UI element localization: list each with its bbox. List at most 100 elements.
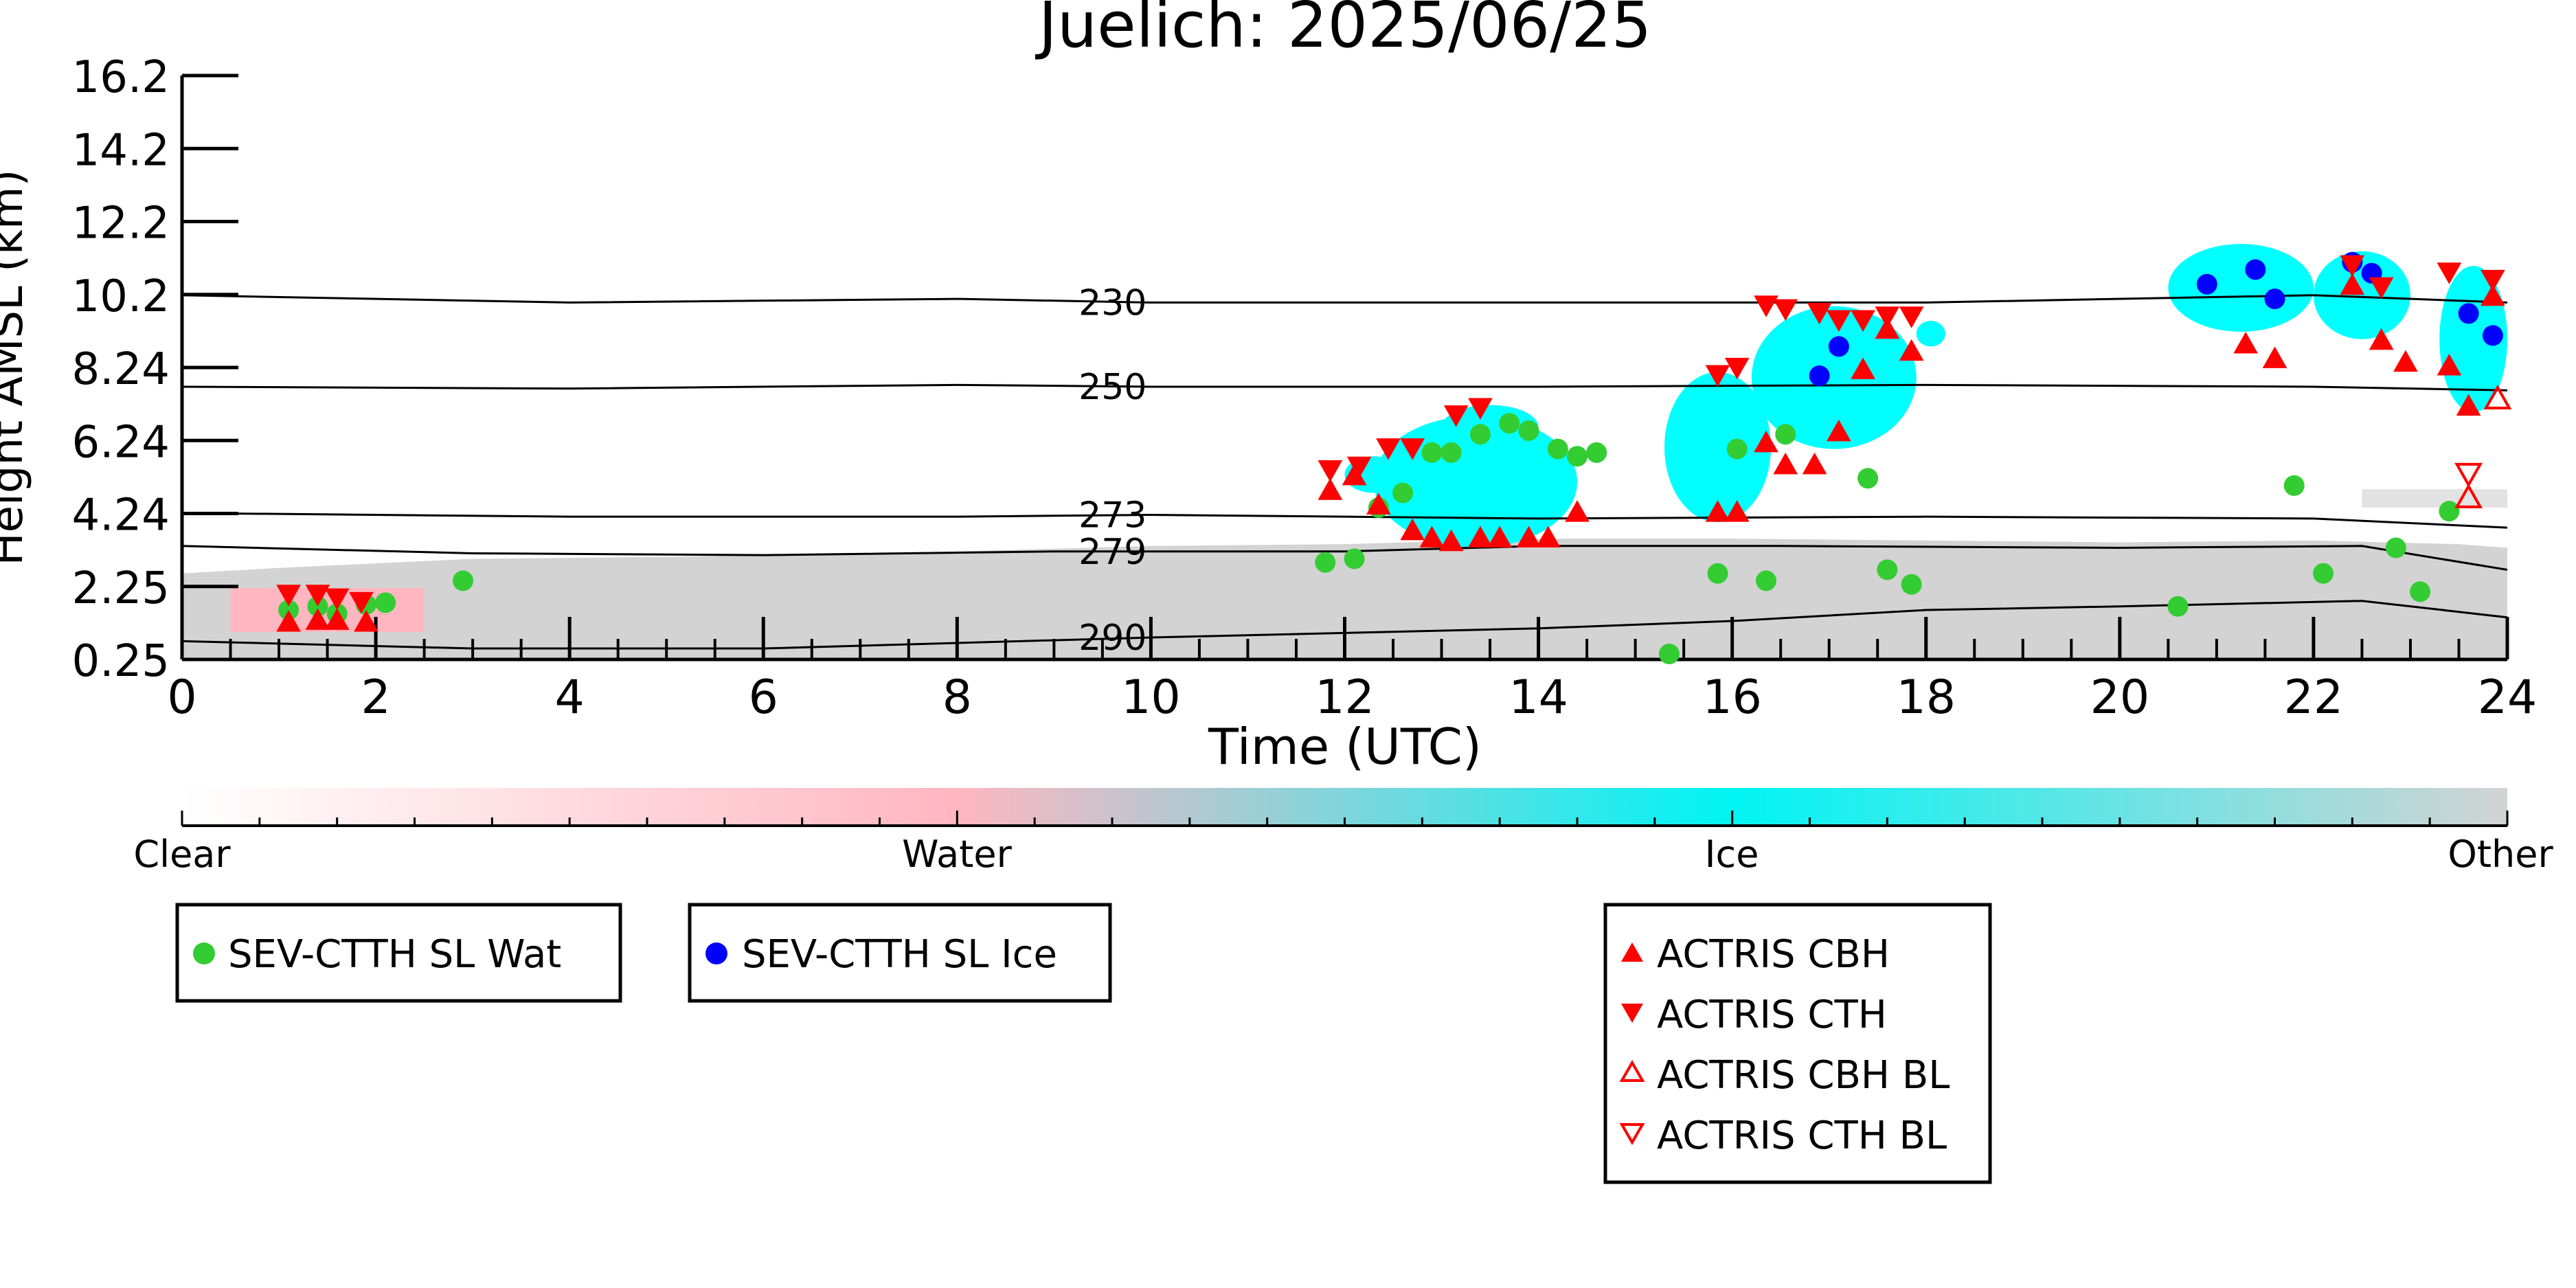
marker-actris-cbh-26 [2340, 273, 2365, 295]
legend-ice-box [688, 903, 1112, 1003]
marker-actris-cbh-0 [276, 610, 302, 632]
marker-sev-ctth-sl-wat-15 [1547, 438, 1568, 460]
y-tick-label-2: 4.24 [72, 490, 170, 541]
marker-actris-cbh-bl-1 [2483, 384, 2512, 409]
marker-sev-ctth-sl-wat-10 [1421, 442, 1443, 463]
marker-sev-ctth-sl-wat-16 [1567, 446, 1588, 467]
marker-actris-cbh-bl-0 [2454, 483, 2483, 508]
isotherm-230 [181, 294, 2508, 304]
marker-sev-ctth-sl-wat-22 [1775, 424, 1796, 445]
marker-actris-cbh-10 [1468, 526, 1493, 547]
marker-actris-cbh-3 [354, 610, 379, 632]
marker-actris-cbh-6 [1366, 493, 1391, 515]
marker-actris-cbh-16 [1724, 500, 1750, 522]
mask-other-upper [2362, 489, 2507, 508]
marker-actris-cth-11 [1807, 302, 1832, 325]
legend-cbh-marker [1621, 942, 1643, 962]
legend-ice: SEV-CTTH SL Ice [688, 903, 1112, 1003]
y-tick-label-1: 2.25 [72, 563, 170, 614]
marker-sev-ctth-sl-wat-31 [2439, 501, 2460, 522]
marker-actris-cth-20 [2369, 277, 2394, 300]
marker-sev-ctth-sl-wat-13 [1499, 413, 1520, 434]
isotherm-label-230: 230 [1078, 282, 1146, 324]
marker-actris-cbh-27 [2369, 328, 2394, 350]
x-tick-label-5: 10 [1121, 670, 1181, 725]
marker-actris-cbh-2 [324, 608, 350, 630]
marker-sev-ctth-sl-ice-3 [2245, 259, 2266, 280]
x-tick-label-7: 14 [1509, 670, 1568, 725]
marker-sev-ctth-sl-wat-18 [1658, 644, 1680, 665]
y-tick-label-4: 8.24 [72, 344, 170, 395]
marker-actris-cth-8 [1443, 405, 1469, 427]
legend-cth-bl-label: ACTRIS CTH BL [1657, 1114, 1947, 1158]
marker-actris-cth-6 [1376, 438, 1401, 460]
marker-actris-cbh-17 [1754, 430, 1778, 453]
marker-sev-ctth-sl-wat-20 [1726, 438, 1748, 460]
marker-actris-cth-17 [1724, 357, 1750, 380]
x-tick-label-3: 6 [749, 670, 778, 725]
marker-actris-cth-14 [1851, 310, 1875, 332]
marker-actris-cth-21 [2437, 262, 2462, 284]
mask-ice-7 [2313, 251, 2410, 339]
marker-actris-cbh-20 [1826, 419, 1851, 442]
marker-actris-cbh-12 [1516, 526, 1541, 547]
marker-sev-ctth-sl-wat-29 [2385, 537, 2406, 558]
legend-ice-marker [705, 942, 727, 964]
marker-actris-cth-15 [1875, 306, 1900, 328]
y-axis-label: Height AMSL (km) [0, 170, 33, 566]
marker-sev-ctth-sl-wat-21 [1756, 570, 1777, 591]
mask-ice-3 [1664, 372, 1772, 523]
y-tick-label-5: 10.2 [72, 271, 170, 322]
marker-sev-ctth-sl-wat-27 [2283, 475, 2305, 496]
marker-sev-ctth-sl-ice-0 [1809, 365, 1830, 386]
marker-actris-cth-19 [2340, 255, 2365, 278]
marker-sev-ctth-sl-wat-17 [1586, 442, 1607, 463]
colorbar-label-ice: Ice [1705, 833, 1759, 876]
marker-sev-ctth-sl-wat-6 [1315, 552, 1336, 573]
isotherm-label-250: 250 [1078, 367, 1146, 408]
marker-actris-cth-1 [305, 585, 330, 607]
legend-cth-label: ACTRIS CTH [1657, 993, 1887, 1037]
marker-actris-cth-0 [276, 585, 302, 607]
legend-actris-box [1603, 903, 1992, 1184]
marker-actris-cbh-21 [1851, 357, 1875, 379]
colorbar-label-other: Other [2448, 833, 2553, 876]
legend-wat: SEV-CTTH SL Wat [175, 903, 622, 1003]
isotherm-273 [181, 512, 2508, 529]
marker-actris-cth-12 [1773, 299, 1798, 321]
marker-actris-cbh-25 [2262, 346, 2287, 368]
isotherm-label-279: 279 [1078, 532, 1146, 573]
marker-sev-ctth-sl-wat-23 [1857, 468, 1879, 489]
x-axis-label: Time (UTC) [1208, 718, 1482, 776]
x-tick-label-12: 24 [2478, 670, 2538, 725]
legend-ice-label: SEV-CTTH SL Ice [742, 932, 1057, 977]
isotherm-label-290: 290 [1078, 618, 1146, 659]
marker-actris-cth-13 [1826, 310, 1851, 332]
marker-sev-ctth-sl-ice-7 [2458, 303, 2479, 324]
marker-actris-cbh-28 [2393, 350, 2418, 372]
x-tick-label-11: 22 [2284, 670, 2344, 725]
legend-wat-marker [193, 942, 215, 964]
marker-sev-ctth-sl-wat-25 [1901, 574, 1922, 595]
marker-sev-ctth-sl-wat-11 [1440, 442, 1462, 463]
x-tick-label-2: 4 [555, 670, 585, 725]
x-tick-label-8: 16 [1702, 670, 1762, 725]
marker-actris-cbh-13 [1535, 526, 1561, 547]
marker-actris-cbh-15 [1705, 500, 1730, 522]
marker-actris-cth-9 [1468, 398, 1493, 420]
marker-sev-ctth-sl-wat-24 [1877, 559, 1898, 580]
marker-sev-ctth-sl-ice-8 [2482, 325, 2503, 346]
marker-sev-ctth-sl-wat-12 [1469, 424, 1491, 445]
marker-sev-ctth-sl-ice-1 [1828, 336, 1849, 357]
marker-sev-ctth-sl-wat-19 [1707, 563, 1728, 584]
legend-wat-box [175, 903, 622, 1003]
colorbar-label-water: Water [902, 833, 1012, 876]
marker-sev-ctth-sl-wat-30 [2410, 581, 2431, 602]
x-tick-label-9: 18 [1896, 670, 1956, 725]
marker-actris-cbh-8 [1419, 526, 1445, 547]
legend-cth-marker [1621, 1004, 1643, 1023]
marker-sev-ctth-sl-wat-9 [1392, 482, 1414, 504]
marker-actris-cbh-30 [2456, 394, 2481, 416]
marker-actris-cbh-23 [1899, 339, 1924, 361]
